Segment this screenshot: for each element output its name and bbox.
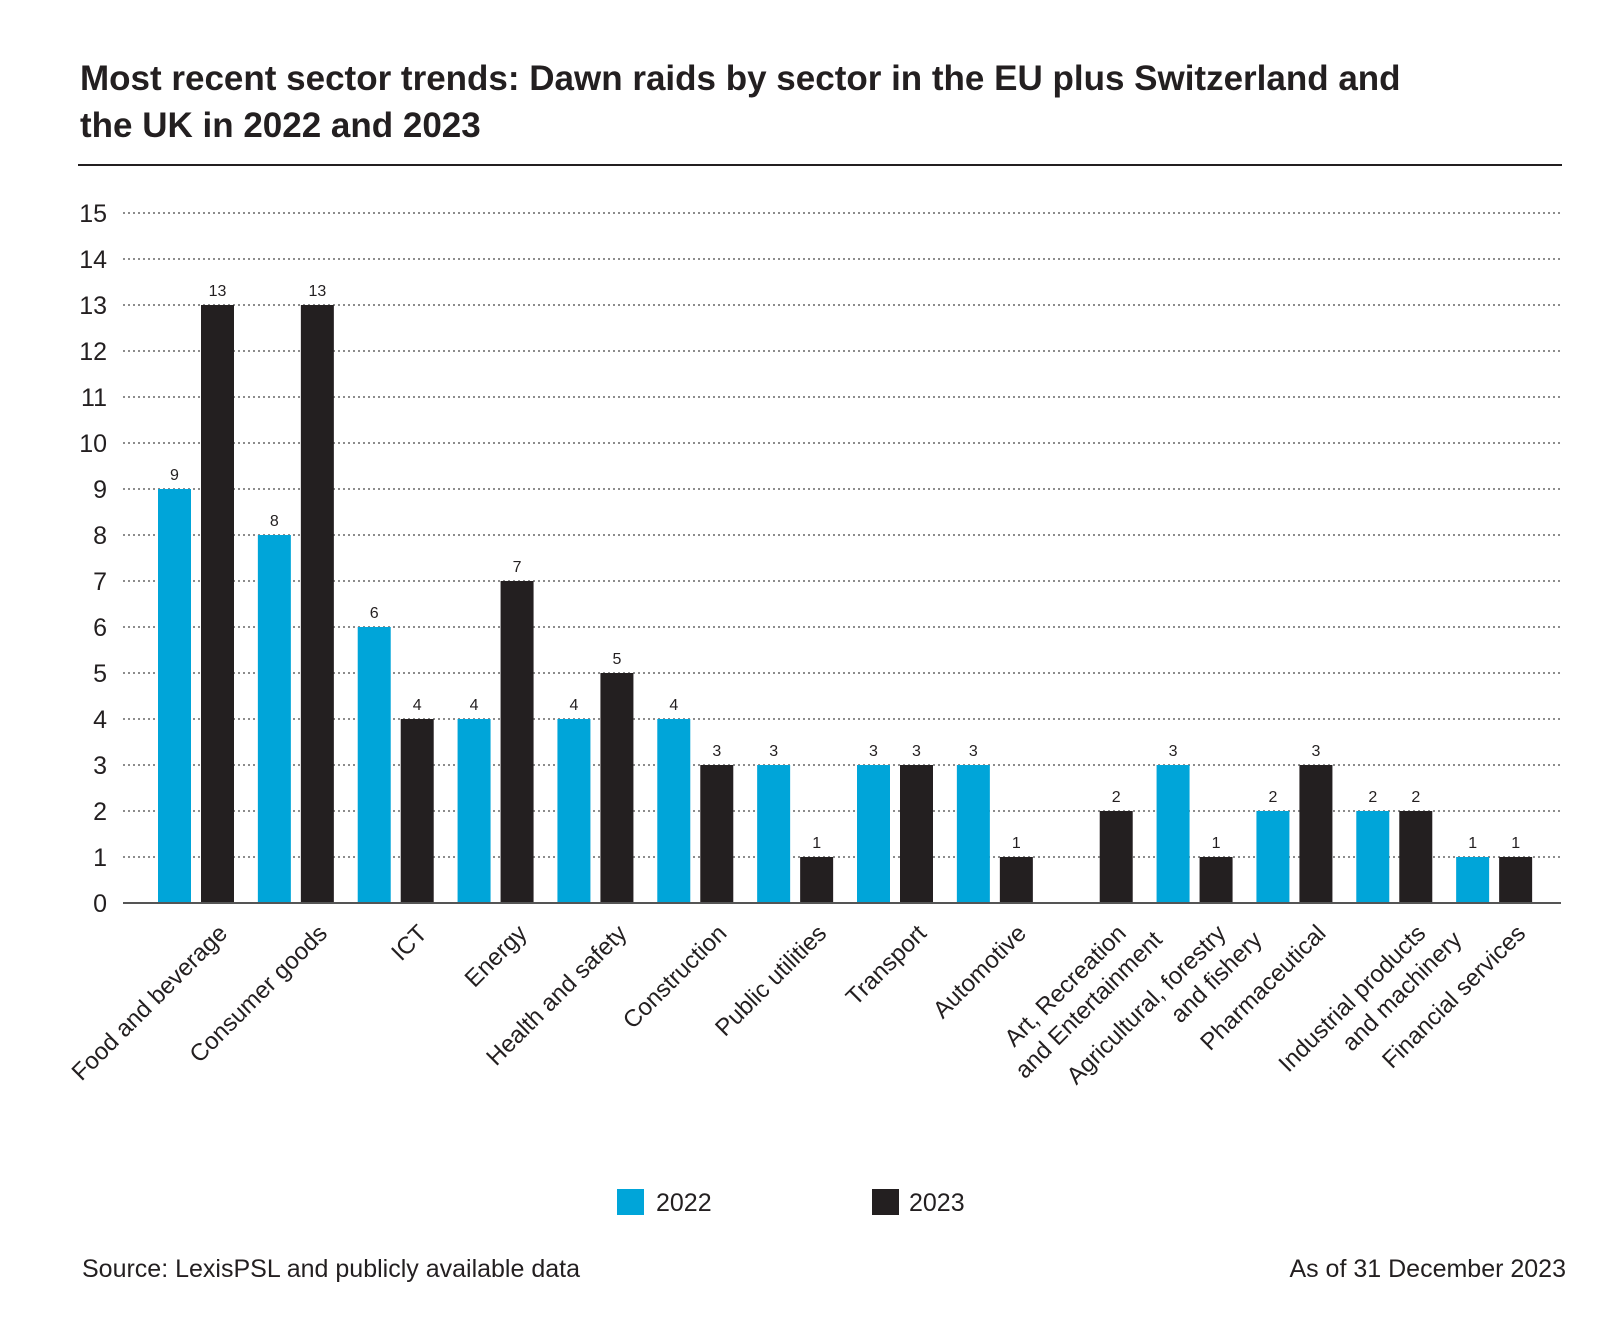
legend-label-2023: 2023 [909, 1189, 965, 1217]
bar-2022 [956, 765, 990, 903]
legend-item-2023: 2023 [872, 1189, 965, 1217]
data-label-2022: 3 [769, 743, 778, 760]
data-label-2023: 1 [812, 835, 821, 852]
bar-2023 [700, 765, 734, 903]
y-tick-label: 9 [93, 476, 107, 504]
as-of-note: As of 31 December 2023 [1289, 1255, 1566, 1283]
y-tick-label: 11 [81, 384, 107, 412]
data-label-2022: 2 [1268, 789, 1277, 806]
bar-2023 [300, 305, 334, 903]
y-tick-label: 13 [79, 292, 107, 320]
bar-2023 [999, 857, 1033, 903]
data-label-2022: 1 [1468, 835, 1477, 852]
legend-label-2022: 2022 [656, 1189, 712, 1217]
data-label-2023: 3 [712, 743, 721, 760]
legend-item-2022: 2022 [617, 1189, 712, 1217]
y-tick-label: 14 [79, 246, 107, 274]
data-label-2023: 3 [1311, 743, 1320, 760]
category-label-line: Automotive [928, 920, 1032, 1024]
bar-2023 [201, 305, 234, 903]
bar-2022 [757, 765, 791, 903]
data-label-2023: 2 [1411, 789, 1420, 806]
y-tick-label: 8 [93, 522, 107, 550]
data-label-2022: 9 [170, 467, 179, 484]
data-label-2022: 3 [1169, 743, 1178, 760]
category-label: ICT [386, 920, 433, 967]
y-tick-label: 15 [79, 200, 107, 228]
bar-2023 [800, 857, 834, 903]
source-note: Source: LexisPSL and publicly available … [82, 1255, 580, 1283]
bar-2023 [1499, 857, 1533, 903]
y-tick-label: 10 [79, 430, 107, 458]
data-label-2023: 1 [1012, 835, 1021, 852]
category-label-line: Transport [841, 920, 932, 1011]
bar-2022 [657, 719, 691, 903]
data-label-2022: 3 [969, 743, 978, 760]
category-label: Transport [841, 920, 932, 1011]
data-label-2022: 8 [270, 513, 279, 530]
chart-title-line-1: Most recent sector trends: Dawn raids by… [80, 59, 1401, 98]
y-tick-label: 6 [93, 614, 107, 642]
y-tick-label: 12 [79, 338, 107, 366]
category-label: Energy [460, 920, 533, 993]
category-label-line: Energy [460, 920, 533, 993]
bar-2022 [257, 535, 291, 903]
y-tick-label: 3 [93, 752, 107, 780]
data-label-2022: 2 [1368, 789, 1377, 806]
bar-2023 [600, 673, 634, 903]
bar-2023 [900, 765, 933, 903]
bar-2022 [1156, 765, 1190, 903]
y-tick-label: 7 [93, 568, 107, 596]
bar-2023 [1399, 811, 1433, 903]
category-label: Automotive [928, 920, 1032, 1024]
data-label-2023: 1 [1212, 835, 1221, 852]
category-label-line: ICT [386, 920, 433, 967]
bar-2023 [1099, 811, 1133, 903]
bar-2022 [557, 719, 591, 903]
data-label-2023: 5 [612, 651, 621, 668]
data-label-2023: 4 [413, 697, 422, 714]
bar-2022 [1356, 811, 1390, 903]
data-label-2022: 3 [869, 743, 878, 760]
bar-2022 [357, 627, 391, 903]
data-label-2023: 2 [1112, 789, 1121, 806]
bar-2022 [1256, 811, 1290, 903]
data-label-2023: 13 [308, 283, 326, 300]
data-label-2023: 7 [513, 559, 522, 576]
data-label-2022: 4 [470, 697, 479, 714]
legend: 2022 2023 [617, 1189, 965, 1217]
data-label-2022: 4 [569, 697, 578, 714]
data-label-2022: 4 [669, 697, 678, 714]
data-label-2022: 6 [370, 605, 379, 622]
bar-2022 [457, 719, 491, 903]
y-tick-label: 5 [93, 660, 107, 688]
gridlines [123, 212, 1561, 858]
bar-2023 [500, 581, 534, 903]
chart-title-line-2: the UK in 2022 and 2023 [80, 106, 481, 145]
data-label-2023: 13 [209, 283, 227, 300]
bar-2022 [857, 765, 890, 903]
y-tick-label: 4 [93, 706, 107, 734]
bar-2022 [158, 489, 191, 903]
data-label-2023: 3 [912, 743, 921, 760]
y-tick-label: 1 [93, 844, 107, 872]
legend-swatch-2022 [617, 1189, 644, 1215]
data-label-2023: 1 [1511, 835, 1520, 852]
y-tick-label: 0 [93, 890, 107, 918]
bar-2023 [400, 719, 434, 903]
legend-swatch-2023 [872, 1189, 899, 1215]
bar-2022 [1456, 857, 1490, 903]
bar-2023 [1199, 857, 1233, 903]
y-tick-label: 2 [93, 798, 107, 826]
bar-2023 [1299, 765, 1333, 903]
